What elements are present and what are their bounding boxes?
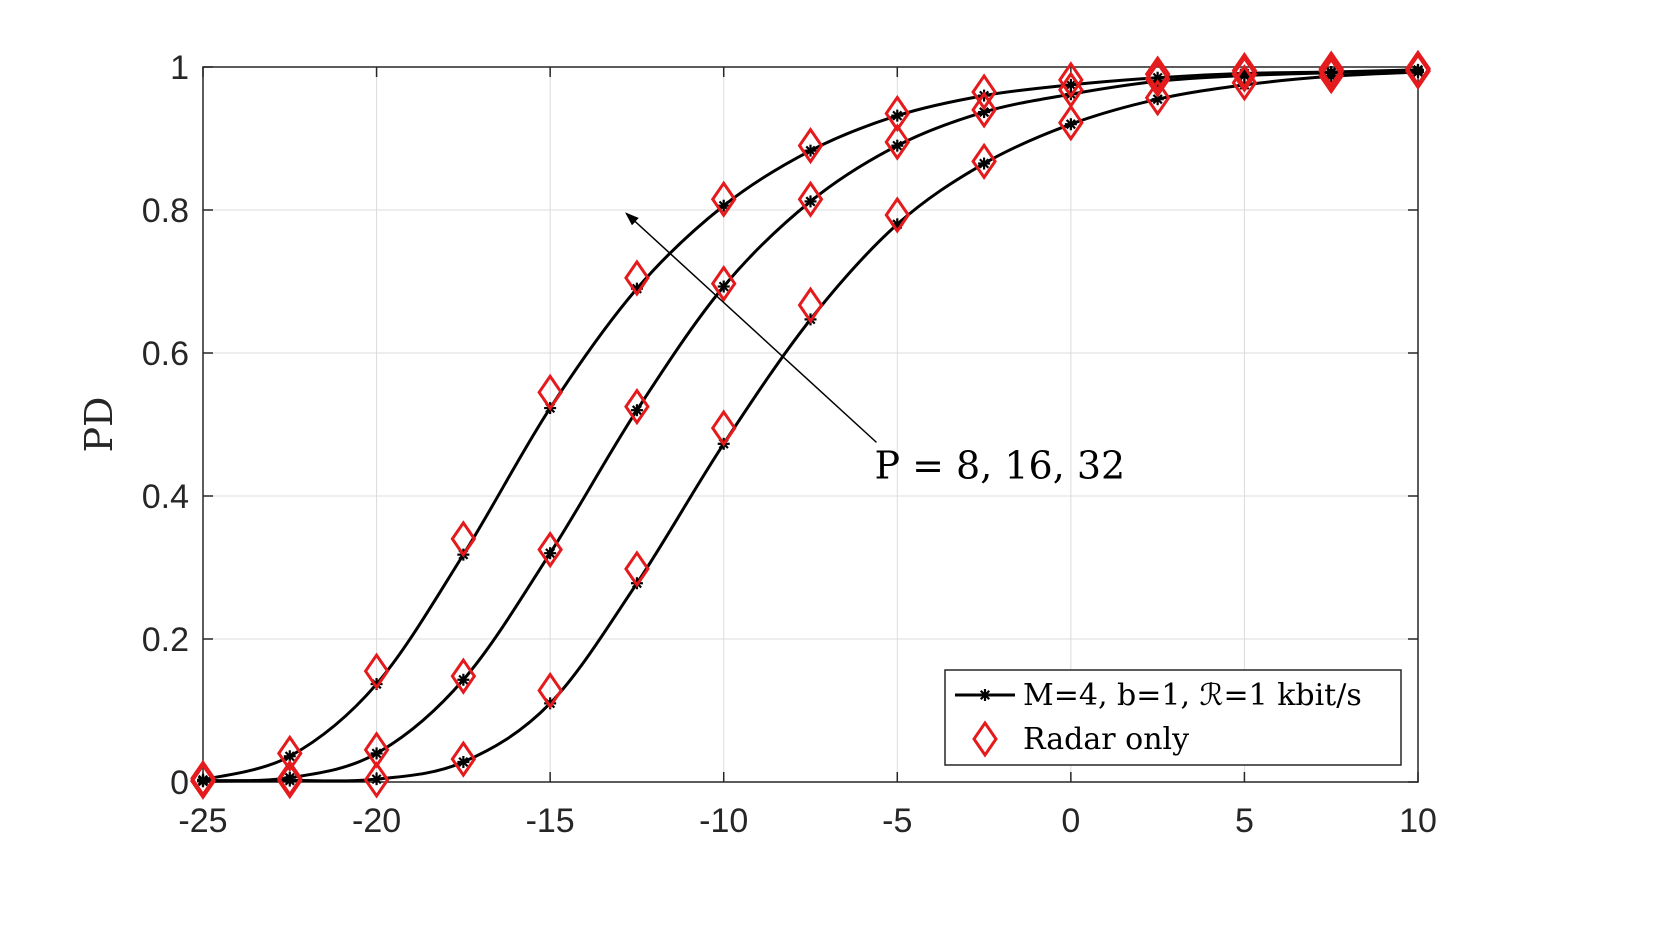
diamond-marker xyxy=(1144,79,1171,117)
diamond-marker xyxy=(971,73,997,111)
star-marker xyxy=(804,195,817,208)
star-marker xyxy=(804,144,817,157)
star-marker xyxy=(283,774,296,787)
legend-entry: M=4, b=1, ℛ=1 kbit/s xyxy=(955,678,1362,713)
star-marker xyxy=(717,280,730,293)
diamond-marker xyxy=(450,740,477,778)
diamond-marker xyxy=(276,761,303,800)
diamond-marker xyxy=(971,142,997,181)
y-tick-labels: 0 0.2 0.4 0.6 0.8 1 xyxy=(142,49,189,802)
y-tick-label: 0.4 xyxy=(142,478,189,516)
diamond-marker xyxy=(1058,104,1084,142)
star-marker xyxy=(370,773,383,786)
x-tick-label: -15 xyxy=(526,802,575,840)
diamond-marker xyxy=(797,127,824,165)
diamond-marker xyxy=(710,409,737,447)
star-marker xyxy=(544,547,557,560)
x-tick-label: -5 xyxy=(882,802,912,840)
diamond-marker xyxy=(1231,64,1258,102)
series-line xyxy=(202,68,1419,782)
diamond-marker xyxy=(1231,55,1258,93)
diamond-marker xyxy=(710,264,737,303)
star-marker xyxy=(1412,66,1424,79)
diamond-marker xyxy=(1318,56,1345,95)
annotation: P = 8, 16, 32 xyxy=(625,212,1125,487)
diamond-marker xyxy=(1144,60,1171,98)
star-marker xyxy=(457,673,470,686)
legend-star-swatch xyxy=(979,689,991,701)
legend-box xyxy=(944,669,1402,766)
diamond-marker xyxy=(537,671,563,710)
x-tick-label: 0 xyxy=(1061,802,1080,840)
star-marker xyxy=(978,106,991,119)
series-markers xyxy=(190,49,1431,800)
star-marker xyxy=(197,775,209,788)
star-marker xyxy=(978,157,991,170)
series-line xyxy=(202,69,1419,783)
diamond-marker xyxy=(537,373,563,411)
star-marker xyxy=(370,747,383,760)
star-marker xyxy=(457,755,470,768)
star-marker xyxy=(283,750,296,763)
annotation-text: P = 8, 16, 32 xyxy=(874,443,1125,487)
diamond-marker xyxy=(1058,61,1084,99)
diamond-marker xyxy=(797,180,824,218)
diamond-marker xyxy=(1318,52,1345,90)
y-tick-label: 0 xyxy=(170,764,189,802)
diamond-marker xyxy=(190,762,216,800)
legend-label: Radar only xyxy=(1023,722,1189,757)
star-marker xyxy=(891,109,904,122)
x-tick-label: 5 xyxy=(1235,802,1254,840)
diamond-marker xyxy=(624,259,650,297)
y-tick-label: 0.8 xyxy=(142,192,189,230)
x-tick-label: -10 xyxy=(699,802,748,840)
legend-diamond-swatch xyxy=(972,720,998,758)
y-axis-label: PD xyxy=(77,396,121,452)
plot-area xyxy=(202,66,1419,783)
diamond-marker xyxy=(1144,55,1171,93)
diamond-marker xyxy=(971,91,997,129)
diamond-marker xyxy=(884,196,911,234)
diamond-marker xyxy=(624,550,650,588)
legend: M=4, b=1, ℛ=1 kbit/s Radar only xyxy=(944,669,1402,766)
diamond-marker xyxy=(1231,51,1258,90)
y-tick-label: 0.2 xyxy=(142,621,189,659)
diamond-marker xyxy=(710,180,737,218)
legend-entry: Radar only xyxy=(972,720,1189,758)
annotation-arrow xyxy=(625,212,877,443)
legend-label: M=4, b=1, ℛ=1 kbit/s xyxy=(1023,678,1362,713)
x-tick-label: 10 xyxy=(1399,802,1437,840)
diamond-marker xyxy=(363,761,390,799)
series-lines xyxy=(202,68,1419,783)
diamond-marker xyxy=(276,734,303,773)
star-marker xyxy=(891,139,904,152)
diamond-marker xyxy=(450,657,477,695)
x-tick-labels: -25 -20 -15 -10 -5 0 5 10 xyxy=(178,802,1436,840)
x-tick-label: -25 xyxy=(178,802,227,840)
y-tick-label: 0.6 xyxy=(142,335,189,373)
star-marker xyxy=(1064,118,1077,131)
star-marker xyxy=(630,404,643,417)
series-line xyxy=(202,70,1419,783)
diamond-marker xyxy=(1405,52,1431,90)
diamond-marker xyxy=(884,123,911,161)
diamond-marker xyxy=(624,387,650,426)
diamond-marker xyxy=(797,286,824,324)
diamond-marker xyxy=(884,94,911,133)
diamond-marker xyxy=(363,652,390,690)
diamond-marker xyxy=(450,520,477,558)
y-tick-label: 1 xyxy=(170,49,189,87)
diamond-marker xyxy=(537,530,563,569)
x-tick-label: -20 xyxy=(352,802,401,840)
